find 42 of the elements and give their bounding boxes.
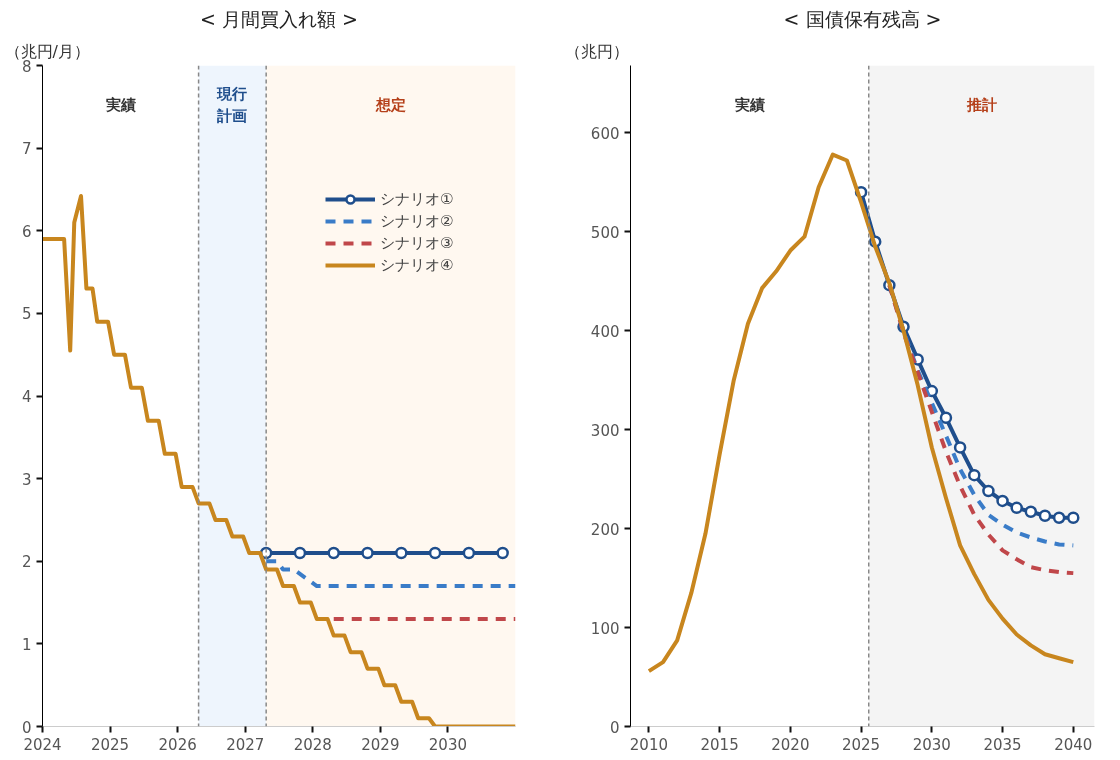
legend-label: シナリオ③ xyxy=(380,232,454,254)
y-tick-label: 3 xyxy=(21,470,32,489)
chart-title: < 月間買入れ額 > xyxy=(200,7,358,30)
x-tick-label: 2024 xyxy=(23,735,62,754)
y-tick-label: 0 xyxy=(21,718,32,737)
legend-label: シナリオ② xyxy=(380,210,454,232)
y-tick-label: 5 xyxy=(21,305,32,324)
legend-label: シナリオ④ xyxy=(380,254,454,276)
x-tick-label: 2030 xyxy=(912,735,951,754)
legend-label: シナリオ① xyxy=(380,188,454,210)
y-axis-title: （兆円/月） xyxy=(4,41,90,61)
y-tick-label: 400 xyxy=(590,322,620,341)
x-tick-label: 2020 xyxy=(771,735,810,754)
annotation: 実績 xyxy=(733,96,765,115)
y-tick-label: 1 xyxy=(21,635,32,654)
y-tick-label: 0 xyxy=(609,718,620,737)
y-tick-label: 500 xyxy=(590,223,620,242)
annotation: 実績 xyxy=(104,96,136,115)
x-tick-label: 2030 xyxy=(428,735,468,754)
y-tick-label: 2 xyxy=(21,553,32,572)
x-tick-label: 2015 xyxy=(700,735,739,754)
y-tick-label: 7 xyxy=(21,140,32,159)
x-tick-label: 2028 xyxy=(293,735,332,754)
x-tick-label: 2035 xyxy=(983,735,1022,754)
y-tick-label: 100 xyxy=(590,619,620,638)
x-tick-label: 2029 xyxy=(361,735,400,754)
y-tick-label: 6 xyxy=(21,222,32,241)
x-tick-label: 2010 xyxy=(629,735,668,754)
y-tick-label: 600 xyxy=(590,124,620,143)
y-tick-label: 4 xyxy=(21,388,32,406)
y-axis-title: （兆円） xyxy=(564,41,629,61)
x-tick-label: 2040 xyxy=(1054,735,1093,754)
band-label: 推計 xyxy=(965,96,997,115)
y-tick-label: 200 xyxy=(590,520,620,539)
x-tick-label: 2025 xyxy=(842,735,881,754)
x-tick-label: 2025 xyxy=(90,735,130,754)
band-label: 現行計画 xyxy=(216,85,248,125)
x-tick-label: 2027 xyxy=(226,735,265,754)
x-tick-label: 2026 xyxy=(158,735,197,754)
band-label: 想定 xyxy=(374,96,406,115)
y-tick-label: 300 xyxy=(590,421,620,440)
chart-title: < 国債保有残高 > xyxy=(783,7,942,30)
